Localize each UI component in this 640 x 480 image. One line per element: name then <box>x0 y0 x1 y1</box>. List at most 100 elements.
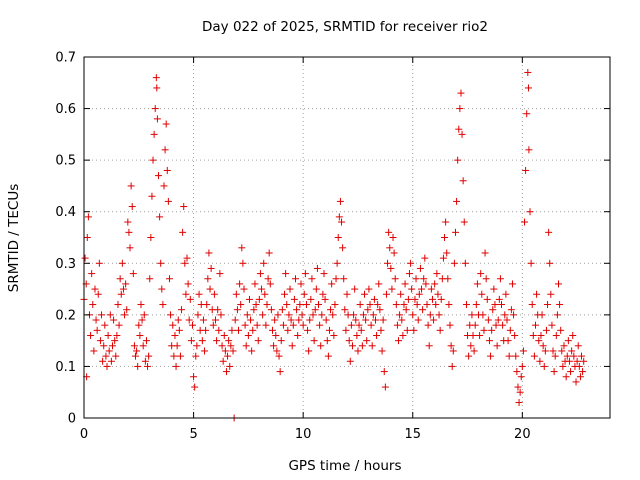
data-point <box>122 280 130 288</box>
data-point <box>112 352 120 360</box>
data-point <box>271 316 279 324</box>
y-tick-label: 0.3 <box>55 257 76 272</box>
data-point <box>388 285 396 293</box>
data-point <box>310 337 318 345</box>
data-point <box>153 115 161 123</box>
data-point <box>374 301 382 309</box>
data-point <box>552 331 560 339</box>
data-point <box>149 156 157 164</box>
data-point <box>442 218 450 226</box>
data-point <box>171 331 179 339</box>
data-point <box>202 326 210 334</box>
data-point <box>352 316 360 324</box>
data-point <box>96 337 104 345</box>
data-point <box>524 84 532 92</box>
data-point <box>514 383 522 391</box>
data-point <box>153 84 161 92</box>
data-point <box>251 280 259 288</box>
data-point <box>435 311 443 319</box>
data-point <box>210 290 218 298</box>
data-point <box>495 295 503 303</box>
data-point <box>490 285 498 293</box>
data-point <box>144 362 152 370</box>
data-point <box>107 357 115 365</box>
x-tick-label: 15 <box>404 427 421 442</box>
data-point <box>399 331 407 339</box>
data-point <box>288 342 296 350</box>
data-point <box>523 110 531 118</box>
data-point <box>176 352 184 360</box>
data-point <box>141 357 149 365</box>
data-point <box>539 342 547 350</box>
data-point <box>424 321 432 329</box>
data-point <box>568 347 576 355</box>
data-point <box>256 270 264 278</box>
data-point <box>469 331 477 339</box>
data-point <box>512 352 520 360</box>
data-point <box>402 306 410 314</box>
data-point <box>386 244 394 252</box>
data-point <box>448 362 456 370</box>
data-point <box>473 280 481 288</box>
data-point <box>439 254 447 262</box>
data-point <box>522 166 530 174</box>
data-point <box>391 275 399 283</box>
data-point <box>244 331 252 339</box>
data-point <box>332 275 340 283</box>
data-point <box>128 203 136 211</box>
data-point <box>556 301 564 309</box>
data-point <box>412 275 420 283</box>
data-point <box>371 316 379 324</box>
data-point <box>278 306 286 314</box>
data-point <box>151 105 159 113</box>
data-point <box>578 352 586 360</box>
data-point <box>410 326 418 334</box>
data-point <box>537 331 545 339</box>
data-point <box>289 321 297 329</box>
data-point <box>270 342 278 350</box>
data-point <box>351 285 359 293</box>
data-point <box>95 259 103 267</box>
data-point <box>353 331 361 339</box>
data-point <box>259 311 267 319</box>
data-point <box>461 259 469 267</box>
data-point <box>203 301 211 309</box>
data-point <box>240 285 248 293</box>
data-point <box>462 301 470 309</box>
data-point <box>381 383 389 391</box>
data-point <box>134 362 142 370</box>
data-point <box>170 352 178 360</box>
data-point <box>444 275 452 283</box>
y-tick-label: 0.4 <box>55 205 76 220</box>
data-point <box>431 280 439 288</box>
data-point <box>137 301 145 309</box>
data-point <box>127 182 135 190</box>
data-point <box>155 172 163 180</box>
data-point <box>216 270 224 278</box>
data-point <box>538 311 546 319</box>
data-point <box>179 228 187 236</box>
data-point <box>275 352 283 360</box>
data-points <box>80 68 588 422</box>
data-point <box>178 306 186 314</box>
data-point <box>162 120 170 128</box>
data-point <box>393 321 401 329</box>
data-point <box>405 270 413 278</box>
plot-frame <box>83 56 611 419</box>
data-point <box>530 352 538 360</box>
data-point <box>115 321 123 329</box>
y-tick-label: 0.7 <box>55 51 76 66</box>
data-point <box>100 342 108 350</box>
data-point <box>132 352 140 360</box>
data-point <box>330 331 338 339</box>
data-point <box>218 342 226 350</box>
data-point <box>573 357 581 365</box>
data-point <box>229 347 237 355</box>
data-point <box>150 130 158 138</box>
data-point <box>195 290 203 298</box>
data-point <box>201 347 209 355</box>
data-point <box>287 316 295 324</box>
data-point <box>366 301 374 309</box>
data-point <box>163 166 171 174</box>
data-point <box>453 197 461 205</box>
